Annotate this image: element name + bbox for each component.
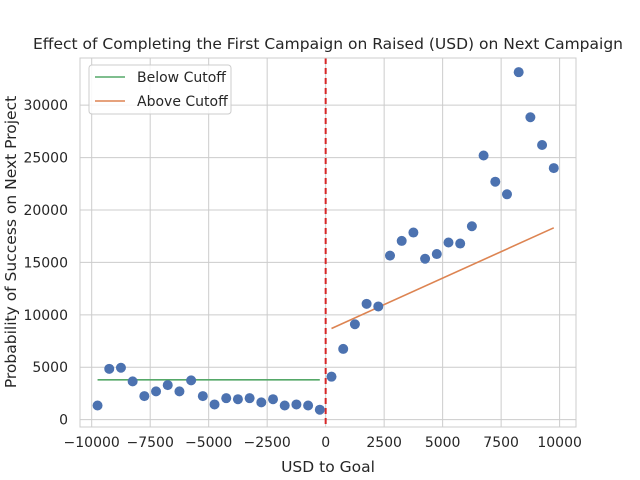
- chart-title: Effect of Completing the First Campaign …: [33, 35, 623, 53]
- data-point: [127, 376, 138, 387]
- data-point: [221, 393, 232, 404]
- data-point: [338, 343, 349, 354]
- data-point: [104, 363, 115, 374]
- x-tick-label: −5000: [185, 435, 232, 451]
- data-point: [303, 400, 314, 411]
- data-point: [139, 391, 150, 402]
- scatter-points: [92, 67, 559, 415]
- x-axis-label: USD to Goal: [281, 458, 375, 476]
- legend-label: Below Cutoff: [137, 70, 226, 86]
- data-point: [513, 67, 524, 78]
- data-point: [291, 399, 302, 410]
- data-point: [443, 237, 454, 248]
- data-point: [279, 400, 290, 411]
- data-point: [373, 301, 384, 312]
- y-tick-label: 15000: [23, 255, 68, 271]
- x-tick-label: −10000: [64, 435, 120, 451]
- above-cutoff-fit-line: [331, 227, 555, 330]
- x-tick-label: 0: [321, 435, 330, 451]
- y-tick-label: 20000: [23, 203, 68, 219]
- x-tick-label: −2500: [243, 435, 290, 451]
- data-point: [244, 393, 255, 404]
- data-point: [268, 394, 279, 405]
- x-ticks: −10000 −7500 −5000 −2500 0 2500 5000 7500 10000: [64, 435, 582, 451]
- data-point: [501, 189, 512, 200]
- y-tick-label: 5000: [32, 360, 68, 376]
- data-point: [385, 250, 395, 261]
- legend-label: Above Cutoff: [137, 94, 228, 110]
- data-point: [151, 386, 162, 397]
- y-tick-label: 10000: [23, 308, 68, 324]
- x-tick-label: 5000: [425, 435, 461, 451]
- data-point: [209, 399, 220, 410]
- x-tick-label: 7500: [483, 435, 519, 451]
- data-point: [420, 253, 431, 264]
- x-tick-label: 2500: [366, 435, 402, 451]
- y-axis-label: Probability of Success on Next Project: [2, 96, 20, 388]
- legend: Below Cutoff Above Cutoff: [88, 64, 232, 115]
- data-point: [174, 386, 185, 397]
- data-point: [361, 298, 372, 309]
- data-point: [548, 163, 559, 174]
- data-point: [92, 400, 103, 411]
- data-point: [478, 150, 489, 161]
- plot-frame: [79, 57, 577, 428]
- data-point: [256, 397, 267, 408]
- x-tick-label: −7500: [127, 435, 174, 451]
- y-ticks: 0 5000 10000 15000 20000 25000 30000: [23, 98, 68, 428]
- data-point: [525, 112, 536, 123]
- data-point: [326, 371, 337, 382]
- data-point: [197, 391, 208, 402]
- data-point: [349, 319, 360, 330]
- data-point: [537, 140, 548, 151]
- x-tick-label: 10000: [537, 435, 582, 451]
- data-point: [490, 176, 501, 187]
- data-point: [408, 227, 419, 238]
- data-point: [162, 380, 173, 391]
- data-point: [115, 362, 126, 373]
- y-tick-label: 30000: [23, 98, 68, 114]
- data-point: [431, 249, 442, 260]
- data-point: [396, 235, 407, 246]
- data-point: [455, 238, 466, 249]
- data-point: [232, 394, 243, 405]
- data-point: [186, 375, 197, 386]
- data-point: [314, 404, 325, 415]
- y-tick-label: 0: [59, 413, 68, 429]
- data-point: [466, 221, 477, 232]
- y-tick-label: 25000: [23, 151, 68, 167]
